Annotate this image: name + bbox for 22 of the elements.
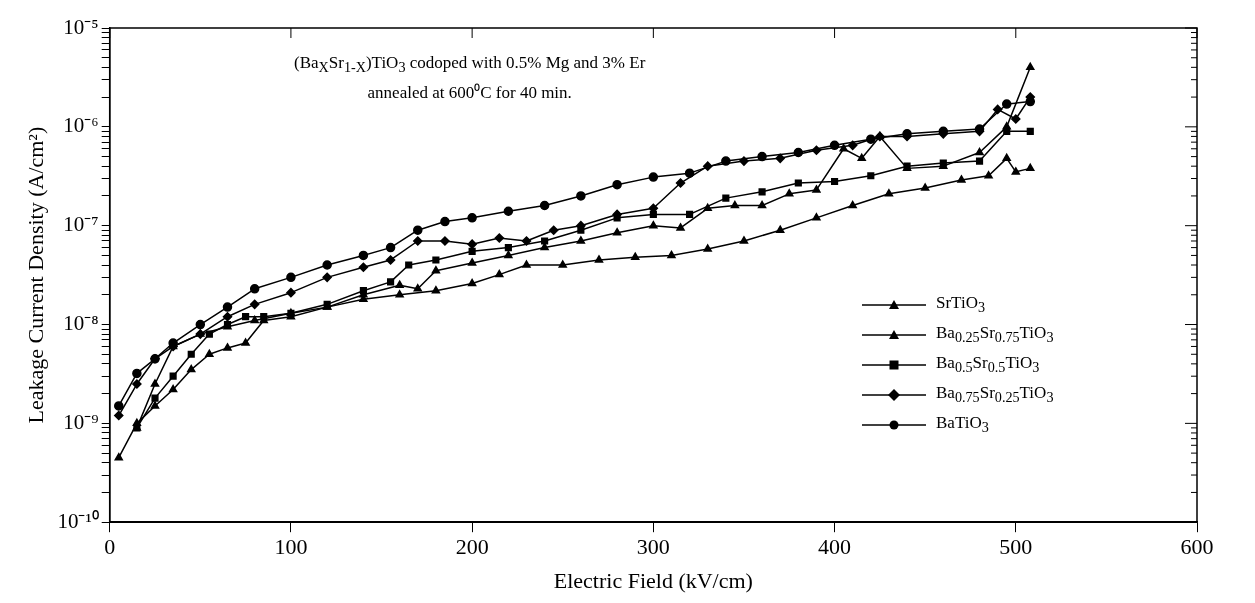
- x-tick-label: 300: [636, 534, 670, 560]
- y-axis-title: Leakage Current Density (A/cm²): [22, 126, 48, 424]
- legend-label: Ba$_{0.5}$Sr$_{0.5}$TiO$_{3}$: [936, 353, 1040, 377]
- legend-label: Ba$_{0.25}$Sr$_{0.75}$TiO$_{3}$: [936, 323, 1054, 347]
- x-axis-title: Electric Field (kV/cm): [553, 567, 753, 593]
- y-tick-label: 10⁻⁶: [63, 113, 99, 138]
- x-tick-label: 200: [455, 534, 489, 560]
- x-tick-label: 0: [104, 534, 116, 560]
- x-tick-label: 600: [1180, 534, 1214, 560]
- annotation: (Ba$_{X}$Sr$_{1-X}$)TiO$_{3}$ codoped with 0.5% Mg and 3% Er: [293, 52, 647, 78]
- x-tick-label: 400: [818, 534, 852, 560]
- x-tick-label: 100: [274, 534, 308, 560]
- y-tick-label: 10⁻¹⁰: [57, 508, 99, 533]
- y-tick-label: 10⁻⁵: [63, 14, 99, 39]
- x-tick-label: 500: [999, 534, 1033, 560]
- legend-label: SrTiO$_{3}$: [936, 293, 985, 317]
- y-tick-label: 10⁻⁷: [63, 212, 99, 237]
- legend-label: BaTiO$_{3}$: [936, 413, 989, 437]
- legend-label: Ba$_{0.75}$Sr$_{0.25}$TiO$_{3}$: [936, 383, 1054, 407]
- annotation: annealed at 600⁰C for 40 min.: [366, 82, 573, 105]
- y-tick-label: 10⁻⁹: [63, 409, 99, 434]
- y-tick-label: 10⁻⁸: [63, 311, 99, 336]
